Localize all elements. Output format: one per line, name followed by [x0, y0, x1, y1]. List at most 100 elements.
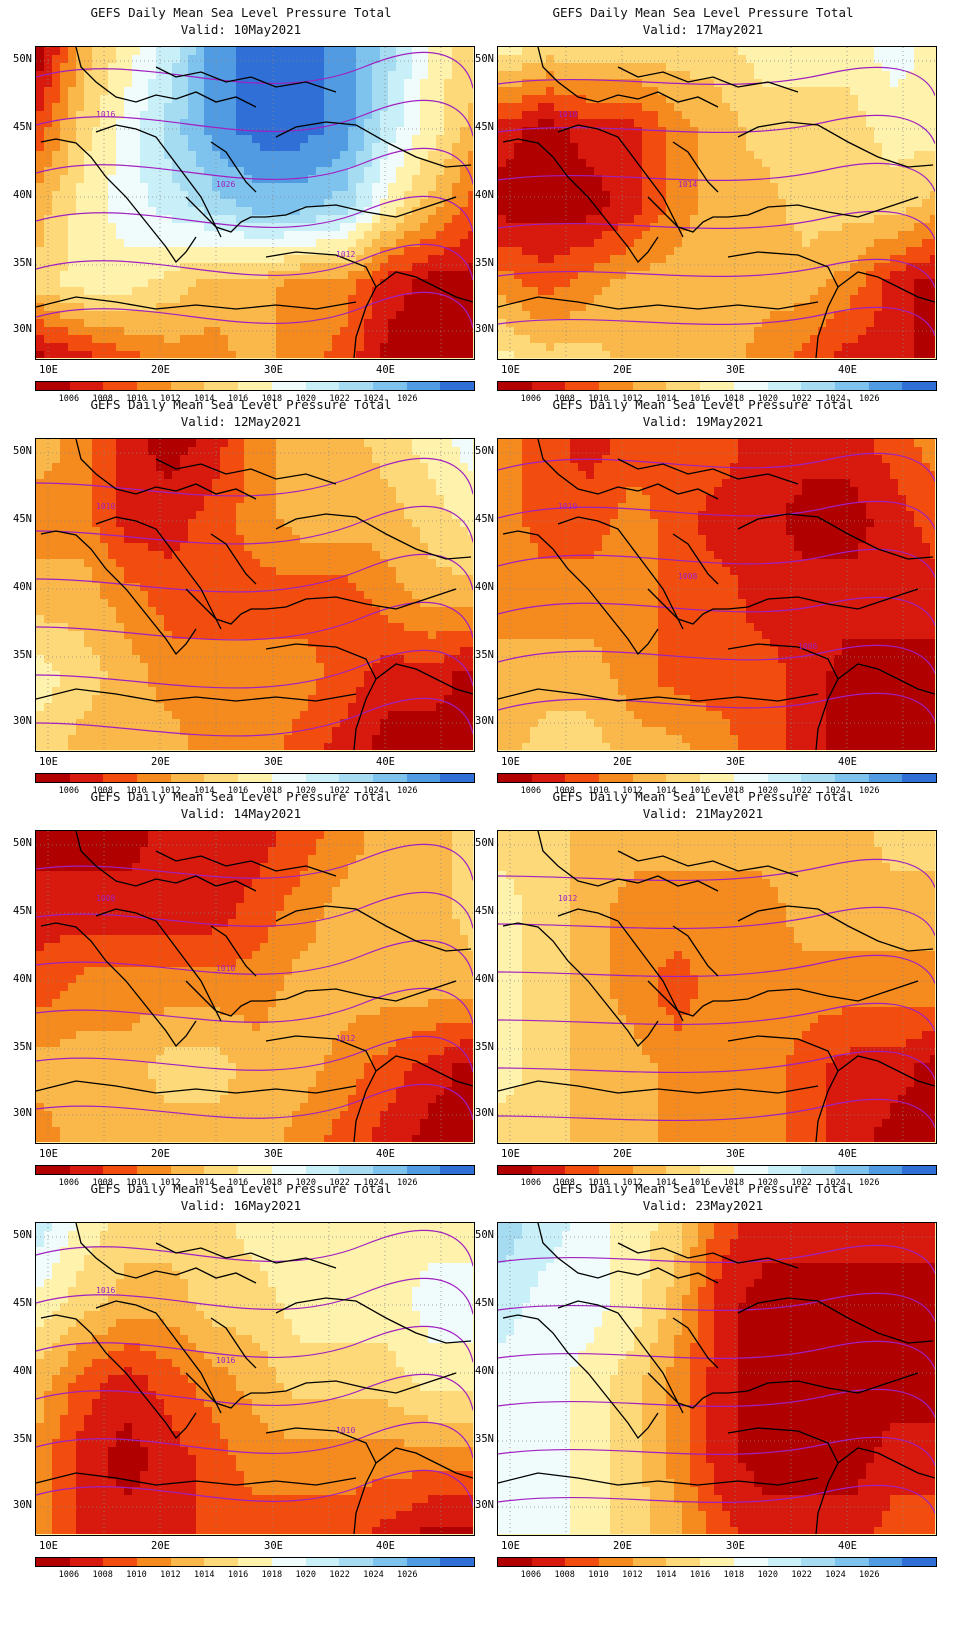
colorbar-swatch: [69, 1166, 104, 1174]
pressure-map: 1010 1008 1006: [497, 438, 937, 752]
map-panel: GEFS Daily Mean Sea Level Pressure Total…: [462, 392, 944, 802]
latitude-label: 30N: [475, 1107, 494, 1119]
colorbar-swatch: [666, 1166, 701, 1174]
colorbar-swatch: [305, 1166, 340, 1174]
latitude-label: 50N: [475, 1229, 494, 1241]
map-panel: GEFS Daily Mean Sea Level Pressure Total…: [462, 784, 944, 1194]
colorbar-swatch: [103, 1558, 138, 1566]
longitude-label: 30E: [726, 1540, 745, 1552]
contour-label: 1012: [558, 894, 577, 903]
colorbar-tick-label: 1008: [554, 394, 575, 404]
colorbar-swatch: [733, 1558, 768, 1566]
longitude-label: 10E: [39, 364, 58, 376]
latitude-label: 30N: [13, 1499, 32, 1511]
colorbar-swatch: [565, 382, 600, 390]
colorbar-swatch: [137, 1558, 171, 1566]
colorbar-tick-label: 1024: [825, 1570, 846, 1580]
longitude-label: 10E: [501, 364, 520, 376]
colorbar-tick-label: 1020: [295, 394, 317, 404]
panel-valid-date: Valid: 21May2021: [642, 806, 764, 821]
colorbar-swatch: [565, 1558, 600, 1566]
longitude-label: 40E: [376, 756, 395, 768]
colorbar-swatch: [103, 1166, 138, 1174]
colorbar-swatch: [406, 774, 441, 782]
colorbar-tick-label: 1020: [757, 394, 779, 404]
colorbar-tick-label: 1014: [655, 1570, 677, 1580]
longitude-label: 30E: [264, 364, 283, 376]
colorbar-swatch: [36, 1558, 70, 1566]
colorbar-swatch: [767, 1166, 802, 1174]
colorbar-tick-label: 1026: [859, 1178, 880, 1188]
latitude-label: 40N: [475, 973, 494, 985]
latitude-label: 35N: [13, 1041, 32, 1053]
latitude-label: 45N: [13, 905, 32, 917]
colorbar-swatch: [767, 382, 802, 390]
colorbar-swatch: [406, 1558, 441, 1566]
latitude-label: 50N: [13, 1229, 32, 1241]
colorbar-tick-label: 1006: [520, 786, 542, 796]
longitude-label: 30E: [264, 756, 283, 768]
latitude-label: 30N: [475, 715, 494, 727]
colorbar-swatch: [339, 1558, 373, 1566]
colorbar-tick-label: 1006: [520, 1178, 542, 1188]
colorbar-tick-label: 1012: [622, 394, 643, 404]
latitude-label: 45N: [13, 121, 32, 133]
colorbar-swatch: [632, 1558, 667, 1566]
colorbar: [35, 773, 475, 783]
colorbar-tick-label: 1012: [160, 786, 181, 796]
colorbar-swatch: [238, 1558, 272, 1566]
colorbar-tick-label: 1022: [791, 786, 812, 796]
longitude-label: 40E: [838, 756, 857, 768]
colorbar-swatch: [902, 382, 936, 390]
latitude-label: 40N: [13, 581, 32, 593]
colorbar-tick-label: 1018: [723, 1178, 745, 1188]
colorbar-swatch: [204, 382, 239, 390]
longitude-label: 30E: [264, 1148, 283, 1160]
pressure-field: 1012: [498, 831, 935, 1142]
colorbar-tick-label: 1016: [689, 786, 711, 796]
colorbar-tick-label: 1006: [58, 786, 80, 796]
colorbar-swatch: [498, 1558, 532, 1566]
colorbar-swatch: [137, 1166, 171, 1174]
colorbar-swatch: [700, 1558, 734, 1566]
panel-title: GEFS Daily Mean Sea Level Pressure Total: [552, 1181, 854, 1196]
colorbar-tick-label: 1006: [58, 1570, 80, 1580]
colorbar-swatch: [834, 1558, 869, 1566]
colorbar-tick-label: 1016: [689, 394, 711, 404]
colorbar-tick-label: 1016: [689, 1178, 711, 1188]
colorbar-swatch: [599, 1166, 633, 1174]
colorbar-swatch: [406, 382, 441, 390]
colorbar-tick-label: 1026: [859, 1570, 880, 1580]
longitude-label: 20E: [613, 756, 632, 768]
colorbar-tick-label: 1026: [397, 1570, 418, 1580]
longitude-label: 40E: [376, 1540, 395, 1552]
colorbar-swatch: [834, 1166, 869, 1174]
contour-label: 1010: [558, 502, 577, 511]
colorbar: [497, 381, 937, 391]
longitude-label: 10E: [39, 1148, 58, 1160]
colorbar-swatch: [801, 774, 835, 782]
longitude-label: 20E: [151, 1540, 170, 1552]
colorbar-swatch: [305, 382, 340, 390]
contour-label: 1010: [96, 502, 115, 511]
pressure-map: 1016 1016 1010: [35, 1222, 475, 1536]
colorbar-tick-label: 1022: [329, 394, 350, 404]
panel-valid-date: Valid: 16May2021: [180, 1198, 302, 1213]
colorbar-tick-label: 1016: [227, 786, 249, 796]
colorbar-tick-label: 1008: [92, 786, 113, 796]
colorbar-tick-label: 1006: [58, 1178, 80, 1188]
colorbar-swatch: [498, 774, 532, 782]
colorbar-tick-label: 1024: [363, 786, 384, 796]
colorbar-tick-label: 1012: [622, 1570, 643, 1580]
colorbar-swatch: [372, 774, 407, 782]
pressure-field: 1010 1008 1006: [498, 439, 935, 750]
colorbar-swatch: [632, 382, 667, 390]
colorbar-swatch: [238, 1166, 272, 1174]
colorbar-tick-label: 1018: [261, 1178, 283, 1188]
colorbar-tick-label: 1018: [723, 786, 745, 796]
colorbar-swatch: [238, 382, 272, 390]
latitude-label: 40N: [475, 1365, 494, 1377]
panel-valid-date: Valid: 14May2021: [180, 806, 302, 821]
pressure-map: 1008 1010 1012: [35, 830, 475, 1144]
colorbar-tick-label: 1024: [363, 1570, 384, 1580]
